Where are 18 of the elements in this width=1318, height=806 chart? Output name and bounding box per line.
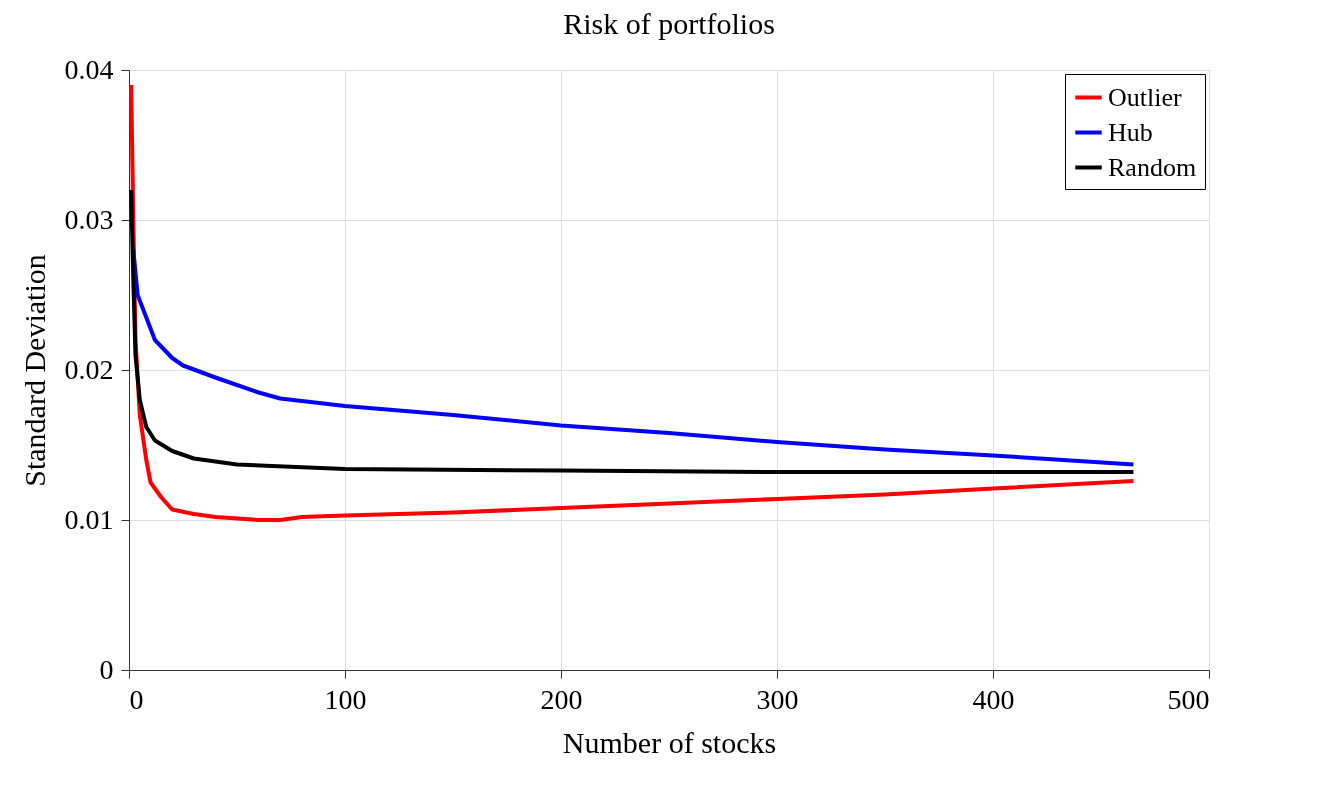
chart-title: Risk of portfolios bbox=[563, 7, 775, 40]
legend-label: Outlier bbox=[1108, 82, 1182, 112]
y-tick-label: 0.02 bbox=[64, 353, 114, 385]
y-tick-label: 0.01 bbox=[64, 503, 114, 535]
y-axis-title: Standard Deviation bbox=[17, 254, 51, 487]
x-tick-label: 200 bbox=[540, 683, 583, 715]
x-tick-label: 500 bbox=[1167, 683, 1210, 715]
x-axis-title: Number of stocks bbox=[562, 725, 777, 759]
legend-label: Random bbox=[1108, 152, 1197, 182]
x-tick-label: 100 bbox=[324, 683, 367, 715]
x-tick-label: 400 bbox=[972, 683, 1015, 715]
y-tick-label: 0.04 bbox=[64, 53, 114, 85]
y-tick-label: 0.03 bbox=[64, 203, 114, 235]
y-tick-label: 0 bbox=[99, 653, 114, 685]
x-tick-label: 300 bbox=[756, 683, 799, 715]
x-tick-label: 0 bbox=[129, 683, 144, 715]
line-series bbox=[129, 188, 1136, 474]
legend-label: Hub bbox=[1108, 117, 1153, 147]
